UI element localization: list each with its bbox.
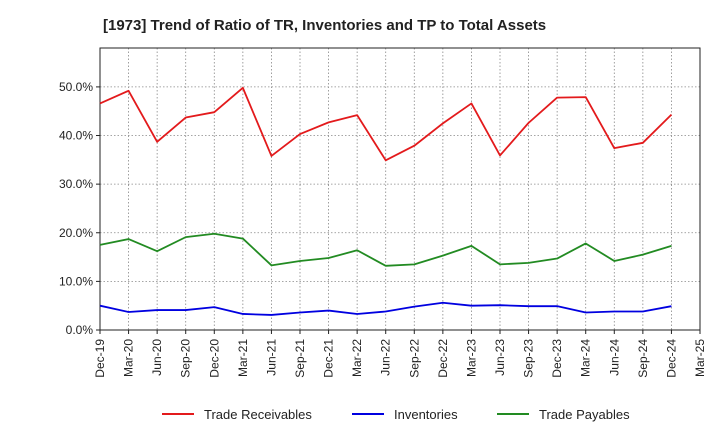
series-layer	[99, 86, 673, 316]
legend-label-2: Trade Payables	[539, 407, 630, 422]
x-tick-label: Sep-24	[636, 339, 650, 378]
grid-layer	[100, 48, 700, 330]
x-tick-label: Sep-22	[407, 339, 421, 378]
x-tick-label: Jun-24	[607, 339, 621, 376]
series-line-1	[99, 301, 672, 316]
y-tick-label: 0.0%	[66, 323, 94, 337]
series-line-0	[99, 86, 673, 162]
x-tick-label: Sep-21	[293, 339, 307, 378]
plot-frame	[99, 47, 701, 331]
x-tick-label: Dec-22	[436, 339, 450, 378]
axis-layer: Dec-19 Mar-20 Jun-20 Sep-20 Dec-20 Mar-21 Jun-…	[59, 80, 707, 378]
x-tick-label: Jun-23	[493, 339, 507, 376]
y-tick-label: 10.0%	[59, 274, 93, 288]
x-tick-label: Jun-21	[264, 339, 278, 376]
x-tick-label: Mar-23	[464, 339, 478, 377]
x-tick-label: Mar-22	[350, 339, 364, 377]
legend-label-1: Inventories	[394, 407, 458, 422]
x-tick-label: Jun-22	[379, 339, 393, 376]
x-tick-label: Dec-21	[322, 339, 336, 378]
x-tick-label: Dec-24	[664, 339, 678, 378]
x-tick-label: Sep-23	[522, 339, 536, 378]
x-tick-label: Dec-23	[550, 339, 564, 378]
y-tick-label: 50.0%	[59, 80, 93, 94]
x-tick-label: Mar-25	[693, 339, 707, 377]
chart-title: [1973] Trend of Ratio of TR, Inventories…	[103, 17, 546, 34]
x-tick-label: Dec-20	[207, 339, 221, 378]
x-tick-label: Sep-20	[179, 339, 193, 378]
x-tick-label: Mar-20	[122, 339, 136, 377]
x-tick-label: Mar-24	[579, 339, 593, 377]
y-tick-label: 40.0%	[59, 129, 93, 143]
x-tick-label: Dec-19	[93, 339, 107, 378]
y-tick-label: 30.0%	[59, 177, 93, 191]
x-tick-label: Mar-21	[236, 339, 250, 377]
x-tick-label: Jun-20	[150, 339, 164, 376]
legend: Trade Receivables Inventories Trade Payabl…	[162, 407, 630, 422]
legend-label-0: Trade Receivables	[204, 407, 312, 422]
series-line-2	[99, 232, 672, 267]
y-tick-label: 20.0%	[59, 226, 93, 240]
